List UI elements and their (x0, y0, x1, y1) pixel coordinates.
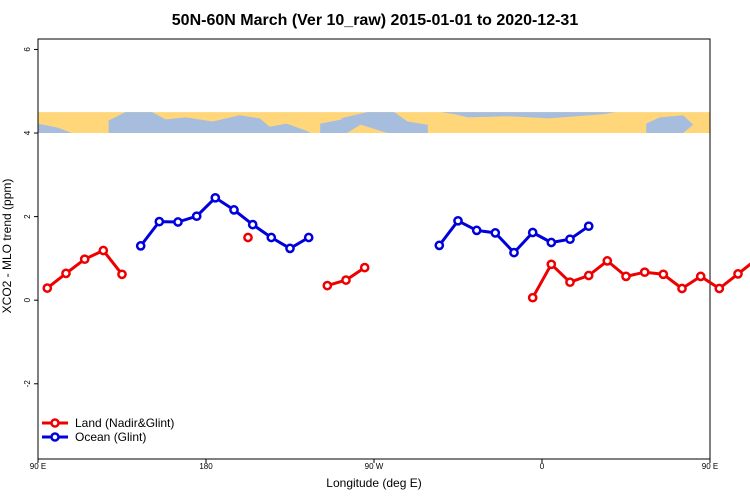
y-axis-label: XCO2 - MLO trend (ppm) (0, 179, 14, 314)
y-tick-label: 0 (23, 297, 32, 302)
legend-land-label: Land (Nadir&Glint) (75, 416, 174, 430)
data-point (621, 271, 631, 282)
data-point (658, 269, 669, 280)
data-point (490, 228, 501, 238)
legend-land-marker (50, 418, 60, 428)
data-point (191, 211, 202, 222)
series-land (42, 232, 750, 303)
data-point (247, 219, 258, 230)
y-tick-label: 2 (23, 214, 32, 219)
data-point (79, 254, 90, 265)
chart-title: 50N-60N March (Ver 10_raw) 2015-01-01 to… (172, 12, 579, 29)
data-point (583, 221, 594, 232)
data-point (98, 245, 109, 256)
data-point (602, 256, 613, 266)
y-axis: -2 0 2 4 6 (23, 47, 38, 388)
data-point (565, 234, 575, 245)
data-point (509, 247, 519, 258)
data-point (303, 232, 314, 243)
series-layer (42, 192, 750, 303)
data-point (677, 283, 687, 294)
data-point (42, 283, 53, 293)
data-point (527, 292, 538, 303)
data-point (285, 243, 295, 254)
y-tick-label: -2 (23, 380, 32, 388)
data-point (527, 227, 538, 238)
data-point (565, 277, 575, 288)
legend-ocean-label: Ocean (Glint) (75, 430, 146, 444)
data-point (61, 268, 71, 279)
data-point (583, 270, 594, 281)
data-point (546, 259, 557, 270)
data-point (471, 225, 482, 236)
data-point (434, 240, 445, 251)
data-point (117, 269, 127, 280)
data-point (135, 241, 146, 251)
data-point (154, 216, 165, 227)
x-axis: 90 E 180 90 W 0 90 E (30, 459, 718, 471)
data-point (695, 271, 706, 282)
data-point (714, 283, 725, 294)
data-point (229, 205, 239, 215)
data-point (733, 269, 743, 279)
data-point (341, 275, 351, 285)
data-point (322, 280, 333, 291)
map-ocean-patch (320, 118, 361, 133)
y-tick-label: 6 (23, 47, 32, 52)
series-ocean (135, 192, 594, 258)
map-ocean-patch (38, 123, 72, 133)
world-map-band (38, 112, 710, 134)
series-line (139, 196, 310, 250)
data-point (359, 262, 370, 273)
y-tick-label: 4 (23, 130, 32, 135)
map-ocean-patch (646, 115, 694, 133)
x-tick-label: 180 (199, 462, 213, 471)
data-point (639, 267, 650, 278)
map-ocean-patch (441, 112, 616, 119)
data-point (453, 215, 463, 226)
data-point (173, 217, 183, 227)
map-ocean-patch (108, 112, 311, 133)
x-tick-label: 0 (540, 462, 545, 471)
x-tick-label: 90 E (702, 462, 718, 471)
data-point (210, 192, 221, 203)
legend: Land (Nadir&Glint) Ocean (Glint) (42, 416, 174, 444)
x-tick-label: 90 W (365, 462, 384, 471)
map-ocean-patch (340, 112, 428, 133)
x-axis-label: Longitude (deg E) (326, 476, 421, 490)
data-point (243, 232, 253, 243)
data-point (266, 232, 277, 243)
data-point (546, 237, 557, 248)
x-tick-label: 90 E (30, 462, 46, 471)
legend-ocean-marker (50, 432, 60, 442)
